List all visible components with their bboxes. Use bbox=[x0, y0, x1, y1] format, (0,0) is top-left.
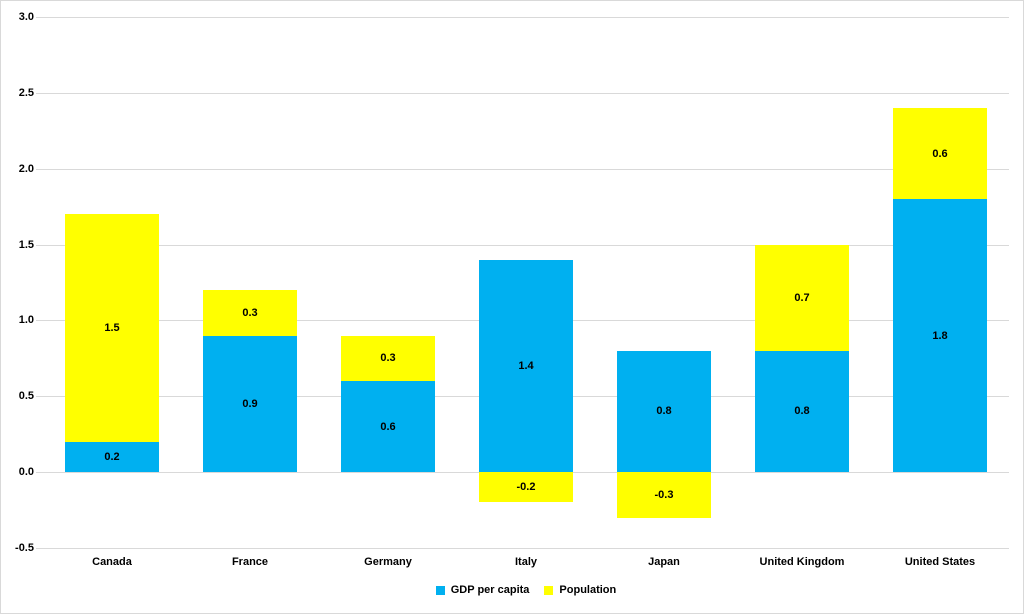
bar-segment-population: -0.2 bbox=[479, 472, 573, 503]
y-axis-tick bbox=[36, 472, 43, 474]
gridline bbox=[43, 548, 1009, 549]
plot-area: 0.2 1.5 0.9 0.3 0.6 0.3 1.4 -0.2 0.8 -0.3 0.8 0.7 1.… bbox=[43, 17, 1009, 549]
bar-value-label: 0.8 bbox=[794, 405, 810, 418]
bar-segment-population: -0.3 bbox=[617, 472, 711, 518]
legend-label-gdp-per-capita: GDP per capita bbox=[450, 584, 530, 596]
y-axis-label: 1.0 bbox=[18, 314, 34, 327]
bar-value-label: 0.3 bbox=[380, 352, 396, 365]
bar-segment-population: 0.3 bbox=[341, 335, 435, 382]
bar-value-label: 0.8 bbox=[656, 405, 672, 418]
bar-value-label: 1.5 bbox=[104, 322, 120, 334]
gridline bbox=[43, 92, 1009, 94]
bar-value-label: 0.7 bbox=[794, 291, 810, 304]
legend-item-gdp-per-capita: GDP per capita bbox=[435, 584, 530, 596]
x-axis-label-canada: Canada bbox=[92, 556, 132, 568]
bar-value-label: 0.6 bbox=[380, 420, 396, 433]
bar-value-label: -0.3 bbox=[654, 488, 674, 501]
bar-value-label: 0.6 bbox=[932, 147, 948, 160]
y-axis-tick bbox=[36, 244, 43, 246]
bar-value-label: 0.3 bbox=[242, 306, 258, 319]
bar-segment-gdp-per-capita: 1.4 bbox=[479, 259, 573, 473]
x-axis-label-germany: Germany bbox=[364, 556, 412, 568]
x-axis-label-france: France bbox=[231, 556, 269, 568]
bar-segment-population: 0.3 bbox=[203, 290, 297, 336]
gridline bbox=[43, 168, 1009, 170]
y-axis-label: 2.0 bbox=[18, 162, 34, 175]
bar-value-label: 0.2 bbox=[104, 450, 120, 463]
bar-value-label: -0.2 bbox=[516, 481, 536, 494]
x-axis-label-japan: Japan bbox=[648, 556, 680, 568]
bar-value-label: 1.4 bbox=[518, 359, 534, 372]
y-axis-label: 1.5 bbox=[18, 238, 34, 251]
y-axis-tick bbox=[36, 548, 43, 549]
bar-segment-gdp-per-capita: 0.9 bbox=[203, 335, 297, 473]
bar-segment-gdp-per-capita: 0.8 bbox=[755, 350, 849, 473]
legend: GDP per capita Population bbox=[43, 582, 1009, 598]
bar-segment-population: 0.7 bbox=[755, 244, 849, 351]
y-axis-label: 0.0 bbox=[18, 466, 34, 479]
bar-segment-gdp-per-capita: 1.8 bbox=[893, 199, 987, 473]
y-axis-label: -0.5 bbox=[15, 542, 34, 554]
population-swatch-icon bbox=[544, 585, 554, 595]
y-axis-tick bbox=[36, 17, 43, 18]
legend-item-population: Population bbox=[544, 584, 616, 596]
y-axis-tick bbox=[36, 396, 43, 398]
y-axis-tick bbox=[36, 92, 43, 94]
bar-segment-gdp-per-capita: 0.2 bbox=[65, 441, 159, 473]
bar-segment-population: 0.6 bbox=[893, 108, 987, 200]
x-axis-label-italy: Italy bbox=[514, 556, 537, 568]
gdp-per-capita-swatch-icon bbox=[435, 585, 445, 595]
bar-segment-gdp-per-capita: 0.8 bbox=[617, 350, 711, 473]
bar-value-label: 1.8 bbox=[932, 329, 948, 342]
x-axis-label-united-states: United States bbox=[904, 556, 976, 568]
bar-value-label: 0.9 bbox=[242, 397, 258, 410]
legend-label-population: Population bbox=[559, 584, 617, 596]
gridline bbox=[43, 244, 1009, 246]
gridline bbox=[43, 17, 1009, 18]
y-axis-tick bbox=[36, 168, 43, 170]
bar-segment-population: 1.5 bbox=[65, 214, 159, 442]
bar-segment-gdp-per-capita: 0.6 bbox=[341, 381, 435, 473]
y-axis-label: 0.5 bbox=[18, 390, 34, 403]
y-axis-label: 3.0 bbox=[18, 11, 34, 23]
y-axis-label: 2.5 bbox=[18, 86, 34, 99]
y-axis-tick bbox=[36, 320, 43, 322]
x-axis-label-united-kingdom: United Kingdom bbox=[759, 556, 845, 568]
